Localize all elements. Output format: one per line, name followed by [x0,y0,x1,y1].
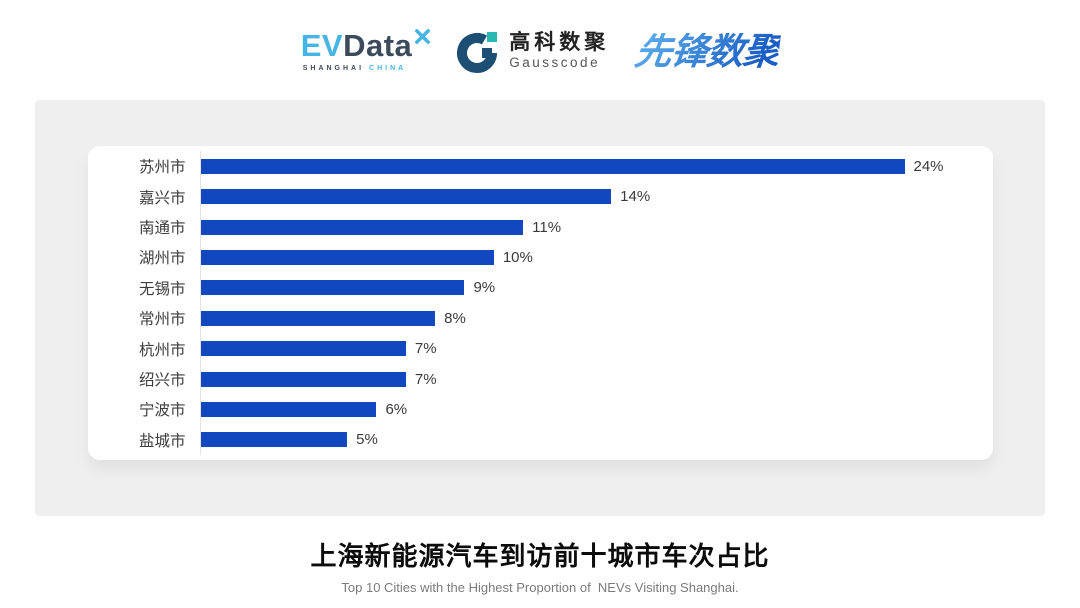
bar-track: 7% [199,363,993,395]
chart-row: 湖州市 10% [88,242,993,273]
chart-panel: 苏州市 24% 嘉兴市 14% 南通市 11% 湖州市 10% 无锡市 9% 常州市 8% 杭州市 7% 绍… [35,100,1045,516]
chart-row: 嘉兴市 14% [88,181,993,212]
value-label: 5% [356,431,378,449]
value-label: 11% [532,218,562,236]
chart-row: 南通市 11% [88,211,993,243]
evdata-logo: EV Data SHANGHAI CHINA [300,28,432,72]
bar-track: 7% [199,333,993,364]
evdata-ev-text: EV [300,28,344,63]
evdata-china-text: CHINA [369,65,407,72]
evdata-shanghai-text: SHANGHAI [302,65,365,72]
bar [200,249,494,265]
evdata-data-text: Data [343,28,413,63]
bar-track: 11% [199,211,993,243]
logo-bar: EV Data SHANGHAI CHINA 高科数聚 Gausscode 先锋数… [0,0,1080,100]
chart-row: 绍兴市 7% [88,363,993,395]
gausscode-cn-text: 高科数聚 [509,30,610,54]
category-label: 湖州市 [138,250,186,268]
xianfeng-logo: 先锋数聚 [632,30,782,72]
bar [200,341,406,357]
bar-track: 9% [199,272,993,304]
category-label: 绍兴市 [138,372,186,390]
gausscode-text: 高科数聚 Gausscode [509,30,610,70]
category-label: 杭州市 [138,341,186,359]
value-label: 8% [444,309,466,327]
bar [200,432,348,448]
bar [200,401,377,417]
chart-title: 上海新能源汽车到访前十城市车次占比 [310,541,770,571]
chart-row: 无锡市 9% [88,272,993,304]
bar-chart: 苏州市 24% 嘉兴市 14% 南通市 11% 湖州市 10% 无锡市 9% 常州市 8% 杭州市 7% 绍… [88,151,993,456]
chart-row: 杭州市 7% [88,333,993,364]
bar-track: 10% [199,242,993,273]
category-label: 宁波市 [138,402,186,420]
chart-card: 苏州市 24% 嘉兴市 14% 南通市 11% 湖州市 10% 无锡市 9% 常州市 8% 杭州市 7% 绍… [87,146,993,460]
value-label: 7% [414,340,437,358]
bar [200,371,406,387]
bar [200,189,612,205]
value-label: 9% [473,279,496,297]
caption-block: 上海新能源汽车到访前十城市车次占比 Top 10 Cities with the… [0,536,1080,595]
chart-row: 宁波市 6% [88,394,993,425]
g-ring-icon [457,32,498,73]
value-label: 7% [414,370,437,388]
value-label: 10% [502,248,533,266]
value-label: 24% [913,157,944,175]
category-label: 南通市 [138,220,186,238]
bar [200,280,465,296]
gausscode-en-text: Gausscode [509,54,601,70]
category-label: 盐城市 [138,432,186,450]
category-label: 常州市 [138,311,186,329]
bar [200,310,436,326]
bar [200,219,524,235]
value-label: 14% [620,188,651,206]
gausscode-logo: 高科数聚 Gausscode [457,28,609,74]
bar-track: 8% [199,303,993,334]
category-label: 嘉兴市 [138,189,186,207]
category-label: 无锡市 [138,280,186,298]
value-label: 6% [385,400,408,418]
chart-subtitle: Top 10 Cities with the Highest Proportio… [341,580,739,595]
x-spark-icon [415,29,431,44]
chart-row: 常州市 8% [88,303,993,334]
category-label: 苏州市 [138,159,186,177]
bar-track: 6% [199,394,993,425]
evdata-subtext: SHANGHAI CHINA [303,65,406,72]
bar [200,158,905,174]
bar-track: 24% [199,151,993,182]
bar-track: 5% [199,424,993,456]
chart-row: 盐城市 5% [88,424,993,456]
chart-row: 苏州市 24% [88,151,993,182]
evdata-wordmark: EV Data [300,28,432,63]
bar-track: 14% [199,181,993,212]
